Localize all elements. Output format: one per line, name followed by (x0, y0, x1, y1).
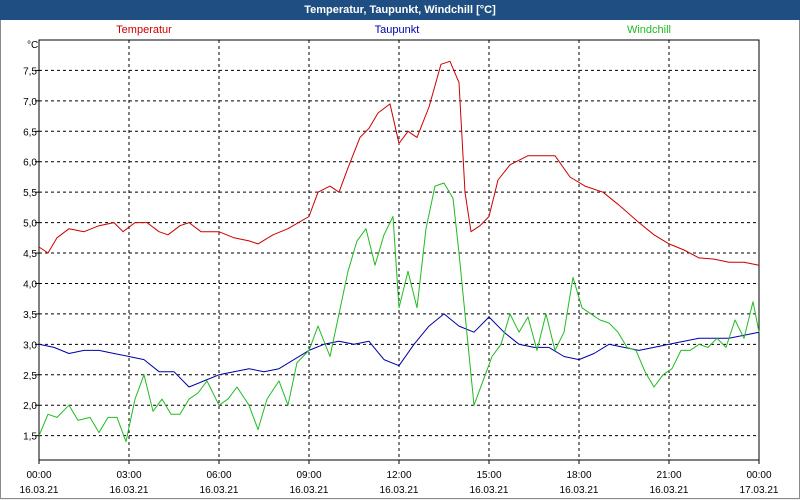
legend-layer: Temperatur Taupunkt Windchill (116, 24, 671, 36)
x-date-label: 16.03.21 (20, 485, 59, 496)
chart-title: Temperatur, Taupunkt, Windchill [°C] (0, 0, 800, 20)
x-tick-label: 09:00 (296, 470, 321, 481)
x-date-label: 16.03.21 (110, 485, 149, 496)
x-date-label: 17.03.21 (740, 485, 779, 496)
legend-windchill: Windchill (627, 24, 671, 36)
y-tick-label: 3,5 (23, 310, 37, 321)
axis-layer: 1,5 2,0 2,5 3,0 3,5 4,0 4,5 5,0 5,5 6,0 6,5 7,0 7,5 °… (20, 40, 779, 496)
x-tick-label: 18:00 (566, 470, 591, 481)
series-line-taupunkt (38, 313, 760, 388)
y-tick-label: 5,0 (23, 219, 37, 230)
y-tick-label: 5,5 (23, 188, 37, 199)
series-layer (38, 60, 760, 443)
x-date-label: 16.03.21 (650, 485, 689, 496)
x-tick-label: 03:00 (116, 470, 141, 481)
x-date-label: 16.03.21 (470, 485, 509, 496)
x-tick-label: 21:00 (656, 470, 681, 481)
x-tick-label: 00:00 (746, 470, 771, 481)
y-tick-label: 3,0 (23, 340, 37, 351)
y-tick-label: 6,0 (23, 158, 37, 169)
legend-taupunkt: Taupunkt (375, 24, 420, 36)
x-date-label: 16.03.21 (290, 485, 329, 496)
y-axis-label: °C (27, 40, 38, 51)
y-tick-label: 7,0 (23, 97, 37, 108)
y-tick-label: 2,5 (23, 371, 37, 382)
x-tick-label: 12:00 (386, 470, 411, 481)
x-tick-label: 06:00 (206, 470, 231, 481)
series-line-temperatur (38, 60, 760, 266)
x-date-label: 16.03.21 (560, 485, 599, 496)
y-tick-label: 4,0 (23, 279, 37, 290)
grid-layer (39, 40, 759, 460)
y-tick-label: 4,5 (23, 249, 37, 260)
y-tick-label: 2,0 (23, 401, 37, 412)
series-line-windchill (38, 182, 760, 443)
y-tick-label: 6,5 (23, 127, 37, 138)
x-date-label: 16.03.21 (200, 485, 239, 496)
x-date-label: 16.03.21 (380, 485, 419, 496)
x-tick-label: 15:00 (476, 470, 501, 481)
y-tick-label: 1,5 (23, 432, 37, 443)
legend-temperatur: Temperatur (116, 24, 172, 36)
x-tick-label: 00:00 (26, 470, 51, 481)
y-tick-label: 7,5 (23, 66, 37, 77)
chart-frame (0, 20, 800, 499)
